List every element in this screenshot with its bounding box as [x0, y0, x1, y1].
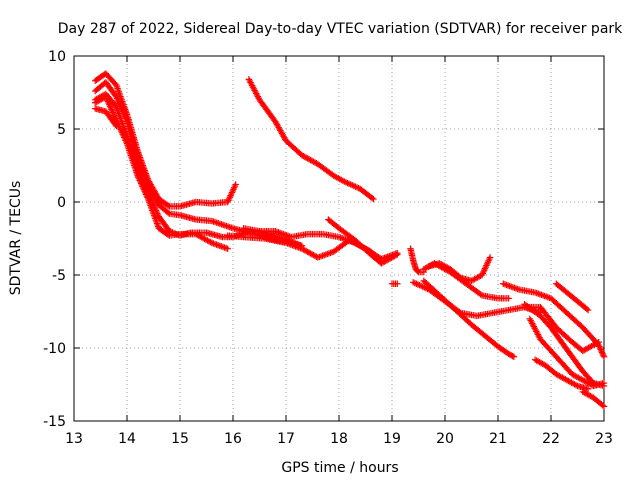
series-track-j: [388, 280, 401, 287]
axis-ticks: [73, 55, 605, 422]
series-track-k: [407, 245, 427, 276]
data-point: [597, 346, 604, 353]
data-point: [505, 295, 512, 302]
data-point: [599, 350, 606, 358]
data-point: [594, 339, 601, 347]
data-point: [596, 344, 604, 352]
data-point: [600, 403, 608, 410]
data-point: [368, 194, 376, 202]
series-track-r: [526, 315, 608, 390]
x-tick-labels: 13 14 15 16 17 18 19 20 21 22 23: [65, 431, 613, 447]
data-point: [583, 305, 590, 313]
y-tick-label: 10: [48, 49, 66, 65]
series-track-n: [425, 254, 494, 285]
data-point: [599, 402, 606, 409]
x-tick-label: 18: [330, 431, 348, 447]
series-track-f: [245, 76, 377, 203]
data-point: [598, 347, 605, 355]
series-track-e: [92, 105, 120, 130]
x-tick-label: 14: [118, 431, 136, 447]
data-point: [486, 254, 494, 261]
data-point: [584, 385, 592, 393]
data-point: [598, 349, 606, 356]
data-point: [600, 353, 608, 360]
x-tick-label: 20: [436, 431, 454, 447]
series-track-i: [325, 216, 401, 267]
data-point: [600, 352, 607, 359]
data-point: [394, 251, 401, 258]
data-point: [456, 273, 463, 281]
data-point: [370, 195, 377, 203]
chart-title: Day 287 of 2022, Sidereal Day-to-day VTE…: [58, 21, 623, 37]
data-point: [164, 202, 172, 209]
data-point: [600, 379, 608, 387]
data-point: [232, 181, 239, 188]
data-point: [394, 280, 401, 287]
data-point: [510, 353, 518, 360]
x-tick-label: 23: [595, 431, 613, 447]
data-point: [164, 209, 172, 216]
data-point: [207, 238, 214, 246]
data-point: [572, 381, 580, 389]
series-track-v: [553, 280, 592, 314]
data-point: [392, 252, 400, 259]
series-track-d: [92, 93, 231, 252]
x-tick-label: 19: [383, 431, 401, 447]
series-track-t: [531, 356, 592, 393]
y-tick-label: 5: [57, 122, 66, 138]
data-marks: [92, 70, 608, 410]
y-axis-label: SDTVAR / TECUs: [8, 181, 24, 296]
series-track-o: [420, 277, 518, 360]
series-track-p: [500, 280, 608, 360]
series-track-s: [521, 303, 602, 355]
grid: [74, 56, 604, 421]
y-tick-labels: 10 5 0 -5 -10 -15: [43, 49, 66, 430]
y-tick-label: -10: [43, 341, 66, 357]
y-tick-label: -5: [52, 268, 66, 284]
data-point: [113, 122, 120, 130]
data-point: [584, 306, 592, 314]
x-tick-label: 16: [224, 431, 242, 447]
x-tick-label: 22: [542, 431, 560, 447]
x-tick-label: 15: [171, 431, 189, 447]
series-track-u: [579, 388, 608, 410]
data-point: [477, 291, 484, 298]
x-tick-label: 17: [277, 431, 295, 447]
data-point: [112, 121, 119, 128]
x-tick-label: 13: [65, 431, 83, 447]
data-point: [595, 338, 602, 346]
data-point: [596, 343, 603, 350]
data-point: [509, 352, 516, 360]
x-axis-label: GPS time / hours: [281, 460, 398, 476]
data-point: [224, 245, 231, 252]
x-tick-label: 21: [489, 431, 507, 447]
y-tick-label: 0: [57, 195, 66, 211]
y-tick-label: -15: [43, 414, 66, 430]
